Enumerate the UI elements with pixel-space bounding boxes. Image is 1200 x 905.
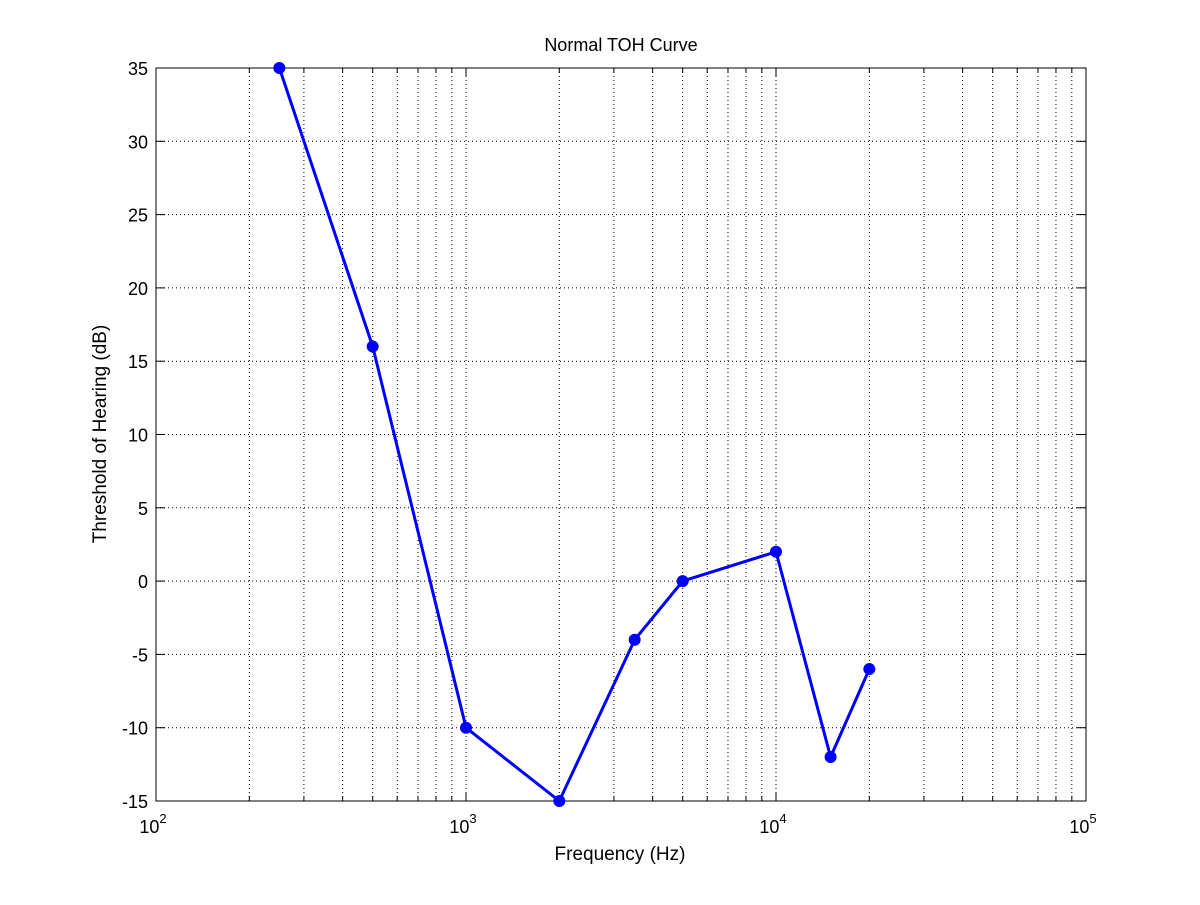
- y-tick-label: 35: [128, 59, 148, 79]
- y-tick-label: -5: [132, 645, 148, 665]
- y-tick-label: 5: [138, 499, 148, 519]
- y-tick-label: -15: [122, 792, 148, 812]
- y-tick-label: 15: [128, 352, 148, 372]
- data-point: [366, 340, 379, 353]
- x-tick-label: 103: [449, 811, 476, 837]
- data-point: [676, 575, 689, 588]
- data-point: [863, 663, 876, 676]
- y-tick-label: 10: [128, 426, 148, 446]
- x-tick-exponent: 3: [469, 811, 476, 826]
- y-tick-label: 0: [138, 572, 148, 592]
- data-point: [273, 62, 286, 74]
- y-axis-label: Threshold of Hearing (dB): [90, 325, 111, 544]
- chart-title: Normal TOH Curve: [544, 35, 697, 55]
- x-tick-label: 102: [139, 811, 166, 837]
- data-point: [628, 633, 641, 646]
- x-tick-label: 104: [759, 811, 786, 837]
- series-layer: [273, 62, 876, 807]
- x-tick-exponent: 5: [1089, 811, 1096, 826]
- data-point: [553, 795, 566, 807]
- x-tick-exponent: 2: [159, 811, 166, 826]
- y-tick-label: -10: [122, 719, 148, 739]
- data-point: [824, 751, 837, 764]
- y-tick-label: 30: [128, 132, 148, 152]
- grid: [156, 68, 1086, 801]
- y-tick-label: 20: [128, 279, 148, 299]
- data-point: [770, 545, 782, 558]
- x-axis-label: Frequency (Hz): [555, 844, 686, 865]
- x-tick-label: 105: [1069, 811, 1096, 837]
- x-tick-exponent: 4: [779, 811, 786, 826]
- data-point: [460, 721, 472, 734]
- y-tick-label: 25: [128, 206, 148, 226]
